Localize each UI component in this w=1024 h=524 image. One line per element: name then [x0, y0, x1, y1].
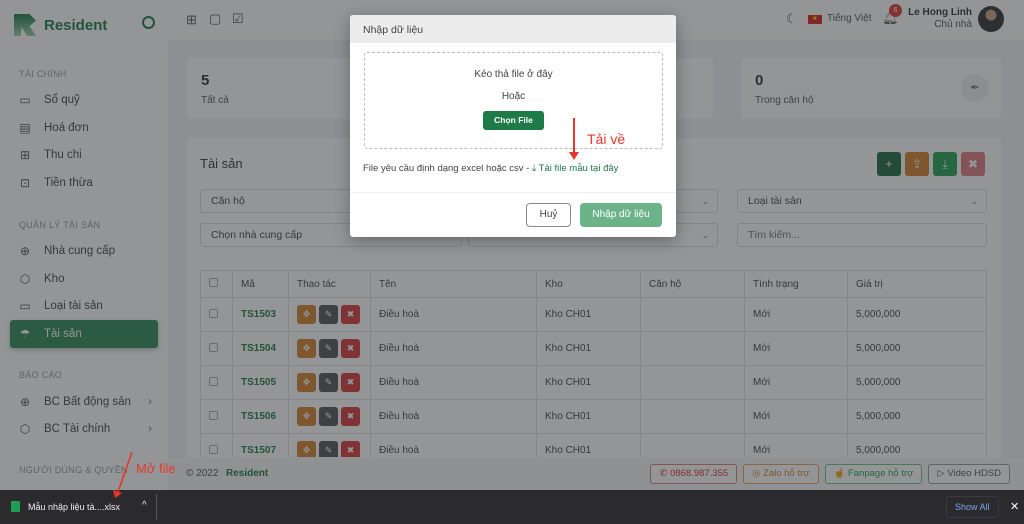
drop-text: Kéo thả file ở đây — [474, 69, 553, 80]
browser-download-bar: Mẫu nhập liệu tà....xlsx ^ Show All ✕ — [0, 490, 1024, 524]
annotation-open-file: Mở file — [136, 461, 176, 476]
import-dialog: Nhập dữ liệu Kéo thả file ở đây Hoặc Chọ… — [350, 15, 676, 237]
note-text: File yêu cầu định dạng excel hoặc csv - — [363, 163, 530, 174]
divider — [350, 192, 676, 193]
download-icon: ⤓ — [531, 163, 537, 174]
show-all-button[interactable]: Show All — [946, 496, 999, 518]
download-template-link[interactable]: ⤓ Tải file mẫu tại đây — [532, 163, 618, 174]
annotation-arrowhead — [569, 152, 579, 160]
import-submit-button[interactable]: Nhập dữ liệu — [580, 203, 662, 227]
chevron-up-icon[interactable]: ^ — [142, 500, 147, 511]
annotation-arrow-open — [113, 451, 133, 498]
divider — [156, 494, 157, 520]
or-text: Hoặc — [501, 91, 526, 102]
format-note: File yêu cầu định dạng excel hoặc csv - … — [363, 163, 618, 174]
annotation-download: Tải về — [587, 131, 626, 147]
cancel-button[interactable]: Huỷ — [526, 203, 571, 227]
file-dropzone[interactable]: Kéo thả file ở đây Hoặc Chọn File — [364, 52, 663, 149]
annotation-arrow — [573, 118, 575, 154]
dialog-title: Nhập dữ liệu — [350, 15, 676, 43]
close-icon[interactable]: ✕ — [1010, 501, 1020, 513]
excel-file-icon — [11, 501, 20, 512]
link-text: Tải file mẫu tại đây — [538, 163, 619, 174]
downloaded-file[interactable]: Mẫu nhập liệu tà....xlsx — [28, 502, 121, 512]
choose-file-button[interactable]: Chọn File — [483, 111, 544, 130]
